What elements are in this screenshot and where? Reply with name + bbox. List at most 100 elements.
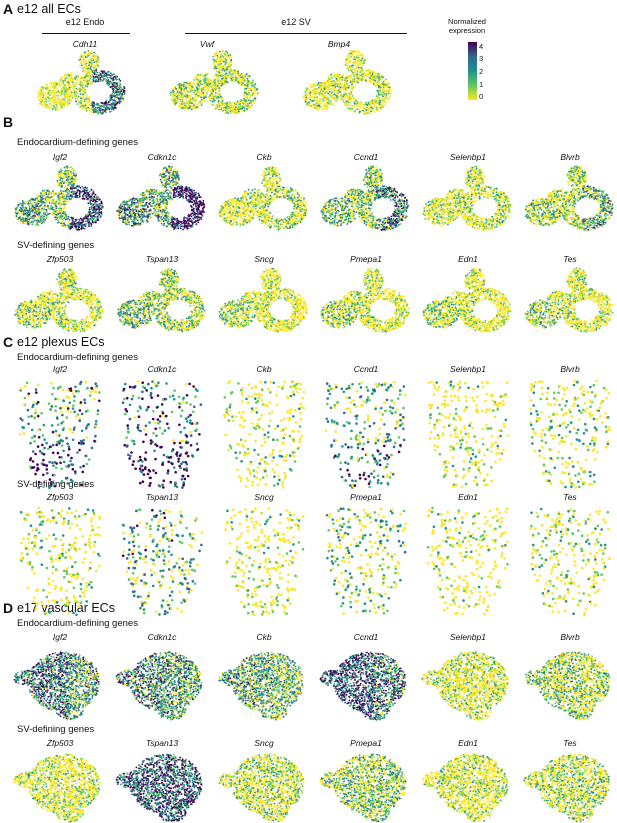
umap-panel-d-tes	[523, 753, 611, 823]
legend-title: Normalized expression	[432, 17, 502, 35]
umap-panel-b-pmepa1	[320, 267, 410, 333]
panel-b-letter: B	[3, 114, 13, 130]
group-label-e12-endo: e12 Endo	[40, 17, 130, 27]
panel-a-letter: A	[3, 1, 13, 17]
panel-b-gene-label-pmepa1: Pmepa1	[321, 254, 411, 264]
panel-d-endo-label: Endocardium-defining genes	[17, 618, 138, 629]
legend-colorbar	[468, 42, 477, 100]
panel-c-gene-label-pmepa1: Pmepa1	[321, 492, 411, 502]
umap-panel-b-ccnd1	[320, 165, 410, 231]
panel-d-gene-label-pmepa1: Pmepa1	[321, 738, 411, 748]
group-label-e12-sv: e12 SV	[185, 17, 407, 27]
panel-b-gene-label-selenbp1: Selenbp1	[423, 152, 513, 162]
panel-b-gene-label-tes: Tes	[525, 254, 615, 264]
panel-b-gene-label-igf2: Igf2	[15, 152, 105, 162]
umap-panel-b-ckb	[218, 165, 308, 231]
panel-d-title: e17 vascular ECs	[17, 601, 115, 615]
panel-c-gene-label-zfp503: Zfp503	[15, 492, 105, 502]
legend-tick-2: 2	[479, 67, 483, 76]
gene-label-cdh11: Cdh11	[40, 39, 130, 49]
umap-panel-d-cdkn1c	[115, 651, 203, 721]
gene-label-vwf: Vwf	[162, 39, 252, 49]
group-line-e12-sv	[185, 33, 407, 34]
umap-panel-d-edn1	[421, 753, 509, 822]
panel-b-sv-label: SV-defining genes	[17, 240, 94, 251]
group-line-e12-endo	[42, 33, 130, 34]
umap-panel-d-zfp503	[13, 753, 101, 823]
panel-c-letter: C	[3, 334, 13, 350]
umap-panel-c-selenbp1	[427, 380, 509, 488]
panel-b-endo-label: Endocardium-defining genes	[17, 137, 138, 148]
gene-label-bmp4: Bmp4	[294, 39, 384, 49]
panel-c-gene-label-igf2: Igf2	[15, 364, 105, 374]
panel-d-letter: D	[3, 600, 13, 616]
umap-panel-c-blvrb	[529, 379, 611, 489]
umap-panel-c-edn1	[426, 506, 509, 616]
panel-d-gene-label-ccnd1: Ccnd1	[321, 632, 411, 642]
panel-c-gene-label-blvrb: Blvrb	[525, 364, 615, 374]
panel-c-gene-label-selenbp1: Selenbp1	[423, 364, 513, 374]
umap-panel-c-pmepa1	[325, 507, 407, 615]
umap-panel-b-edn1	[422, 267, 512, 333]
umap-panel-d-sncg	[218, 753, 305, 823]
panel-b-gene-label-blvrb: Blvrb	[525, 152, 615, 162]
panel-b-gene-label-zfp503: Zfp503	[15, 254, 105, 264]
panel-b-gene-label-ckb: Ckb	[219, 152, 309, 162]
umap-panel-c-cdkn1c	[121, 380, 203, 489]
umap-panel-b-igf2	[14, 165, 104, 231]
panel-c-gene-label-tspan13: Tspan13	[117, 492, 207, 502]
umap-panel-b-blvrb	[524, 165, 614, 231]
umap-panel-d-ckb	[218, 651, 305, 721]
umap-panel-c-tspan13	[121, 508, 204, 616]
panel-d-gene-label-blvrb: Blvrb	[525, 632, 615, 642]
umap-panel-d-igf2	[13, 651, 100, 721]
umap-panel-b-zfp503	[14, 267, 104, 333]
umap-panel-c-ckb	[222, 380, 306, 489]
umap-panel-b-tspan13	[116, 267, 206, 333]
umap-panel-b-tes	[524, 267, 614, 333]
panel-d-gene-label-tspan13: Tspan13	[117, 738, 207, 748]
umap-panel-d-blvrb	[525, 651, 611, 721]
legend-tick-1: 1	[479, 80, 483, 89]
umap-panel-b-cdkn1c	[116, 165, 206, 231]
panel-d-gene-label-ckb: Ckb	[219, 632, 309, 642]
panel-b-gene-label-ccnd1: Ccnd1	[321, 152, 411, 162]
panel-b-gene-label-tspan13: Tspan13	[117, 254, 207, 264]
umap-e12-all-bmp4	[302, 49, 392, 115]
panel-b-gene-label-edn1: Edn1	[423, 254, 513, 264]
umap-panel-d-selenbp1	[421, 651, 509, 721]
umap-e12-all-vwf	[169, 49, 259, 115]
umap-panel-d-pmepa1	[319, 753, 407, 823]
umap-panel-c-tes	[529, 507, 612, 617]
panel-c-gene-label-sncg: Sncg	[219, 492, 309, 502]
umap-panel-d-tspan13	[115, 753, 203, 822]
panel-c-gene-label-cdkn1c: Cdkn1c	[117, 364, 207, 374]
umap-panel-c-sncg	[224, 507, 305, 617]
umap-panel-c-igf2	[19, 380, 101, 489]
umap-panel-c-zfp503	[19, 506, 101, 617]
panel-c-sv-label: SV-defining genes	[17, 479, 94, 490]
panel-d-gene-label-zfp503: Zfp503	[15, 738, 105, 748]
panel-c-gene-label-ccnd1: Ccnd1	[321, 364, 411, 374]
legend-tick-0: 0	[479, 92, 483, 101]
umap-panel-b-selenbp1	[422, 165, 512, 231]
panel-c-gene-label-edn1: Edn1	[423, 492, 513, 502]
panel-d-gene-label-cdkn1c: Cdkn1c	[117, 632, 207, 642]
legend-tick-3: 3	[479, 54, 483, 63]
legend-tick-4: 4	[479, 42, 483, 51]
panel-a-title: e12 all ECs	[17, 2, 81, 16]
panel-b-gene-label-cdkn1c: Cdkn1c	[117, 152, 207, 162]
panel-d-gene-label-sncg: Sncg	[219, 738, 309, 748]
umap-panel-b-sncg	[218, 267, 308, 333]
panel-c-gene-label-tes: Tes	[525, 492, 615, 502]
panel-b-gene-label-sncg: Sncg	[219, 254, 309, 264]
panel-d-gene-label-selenbp1: Selenbp1	[423, 632, 513, 642]
panel-d-sv-label: SV-defining genes	[17, 724, 94, 735]
umap-panel-c-ccnd1	[324, 380, 407, 489]
panel-c-title: e12 plexus ECs	[17, 335, 105, 349]
panel-c-gene-label-ckb: Ckb	[219, 364, 309, 374]
panel-d-gene-label-edn1: Edn1	[423, 738, 513, 748]
umap-e12-all-cdh11	[36, 49, 126, 115]
panel-d-gene-label-igf2: Igf2	[15, 632, 105, 642]
umap-panel-d-ccnd1	[319, 651, 407, 721]
